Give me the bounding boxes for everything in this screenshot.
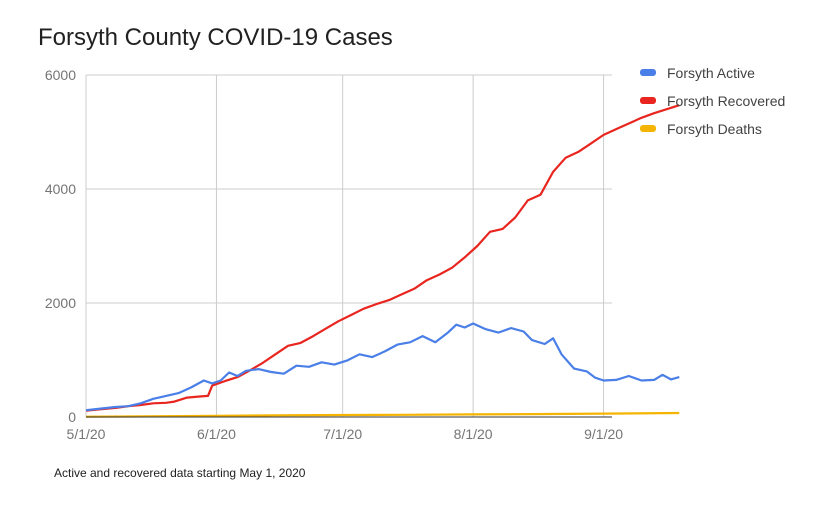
gridlines bbox=[85, 74, 612, 417]
x-tick-label: 6/1/20 bbox=[197, 426, 236, 442]
y-tick-label: 6000 bbox=[45, 67, 76, 83]
y-tick-label: 0 bbox=[68, 409, 76, 425]
legend-label: Forsyth Recovered bbox=[667, 93, 785, 109]
chart-title: Forsyth County COVID-19 Cases bbox=[38, 24, 393, 51]
series-line-forsyth-deaths bbox=[85, 411, 680, 418]
series-line-forsyth-active bbox=[85, 322, 680, 412]
x-tick-label: 8/1/20 bbox=[454, 426, 493, 442]
series-lines bbox=[85, 104, 680, 418]
series-line-forsyth-recovered bbox=[85, 104, 680, 412]
x-tick-label: 9/1/20 bbox=[584, 426, 623, 442]
legend-swatch bbox=[640, 97, 656, 104]
legend-label: Forsyth Active bbox=[667, 65, 755, 81]
x-tick-label: 7/1/20 bbox=[323, 426, 362, 442]
legend: Forsyth Active Forsyth Recovered Forsyth D… bbox=[640, 65, 785, 137]
legend-label: Forsyth Deaths bbox=[667, 121, 762, 137]
axes: 5/1/20 6/1/20 7/1/20 8/1/20 9/1/20 0 2000 4000 6… bbox=[45, 67, 623, 442]
x-tick-label: 5/1/20 bbox=[67, 426, 106, 442]
legend-swatch bbox=[640, 69, 656, 76]
y-tick-label: 4000 bbox=[45, 181, 76, 197]
legend-swatch bbox=[640, 125, 656, 132]
chart-caption: Active and recovered data starting May 1… bbox=[54, 466, 306, 480]
y-tick-label: 2000 bbox=[45, 295, 76, 311]
